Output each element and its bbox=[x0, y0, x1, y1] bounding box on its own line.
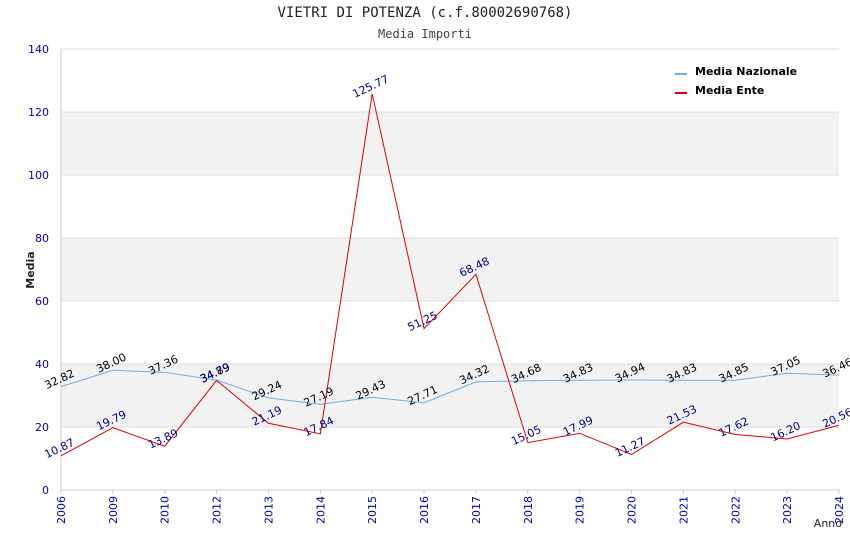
y-tick-label: 120 bbox=[28, 106, 49, 119]
x-tick-label: 2024 bbox=[833, 496, 846, 524]
y-tick-label: 100 bbox=[28, 169, 49, 182]
data-label: 125.77 bbox=[351, 73, 391, 101]
chart-subtitle: Media Importi bbox=[378, 27, 472, 41]
series-line-media-nazionale bbox=[60, 369, 840, 405]
y-axis-title: Media bbox=[24, 251, 37, 288]
grid-band bbox=[61, 238, 839, 301]
x-tick-label: 2012 bbox=[211, 496, 224, 524]
x-tick-label: 2020 bbox=[626, 496, 639, 524]
x-tick-label: 2009 bbox=[107, 496, 120, 524]
data-label: 11.27 bbox=[613, 435, 647, 460]
x-tick-label: 2018 bbox=[522, 496, 535, 524]
series-line-media-ente bbox=[60, 93, 840, 457]
x-tick-label: 2015 bbox=[366, 496, 379, 524]
x-tick-label: 2023 bbox=[781, 496, 794, 524]
y-tick-label: 0 bbox=[42, 484, 49, 497]
x-tick-label: 2016 bbox=[418, 496, 431, 524]
data-label: 51.25 bbox=[406, 309, 440, 334]
y-tick-label: 40 bbox=[35, 358, 49, 371]
y-tick-label: 140 bbox=[28, 43, 49, 56]
data-label: 10.87 bbox=[42, 436, 76, 461]
x-axis-title: Anno bbox=[814, 517, 842, 530]
data-label: 13.89 bbox=[146, 427, 180, 452]
y-tick-label: 20 bbox=[35, 421, 49, 434]
x-tick-label: 2022 bbox=[729, 496, 742, 524]
x-tick-label: 2021 bbox=[677, 496, 690, 524]
grid-band bbox=[61, 364, 839, 427]
grid-band bbox=[61, 112, 839, 175]
x-tick-label: 2014 bbox=[314, 496, 327, 524]
legend-entry: Media Nazionale bbox=[695, 65, 797, 78]
y-tick-label: 60 bbox=[35, 295, 49, 308]
legend-entry: Media Ente bbox=[695, 84, 764, 97]
y-tick-label: 80 bbox=[35, 232, 49, 245]
x-tick-label: 2017 bbox=[470, 496, 483, 524]
x-tick-label: 2019 bbox=[574, 496, 587, 524]
chart-title: VIETRI DI POTENZA (c.f.80002690768) bbox=[277, 5, 573, 21]
x-tick-label: 2010 bbox=[159, 496, 172, 524]
x-tick-label: 2013 bbox=[262, 496, 275, 524]
x-tick-label: 2006 bbox=[55, 496, 68, 524]
